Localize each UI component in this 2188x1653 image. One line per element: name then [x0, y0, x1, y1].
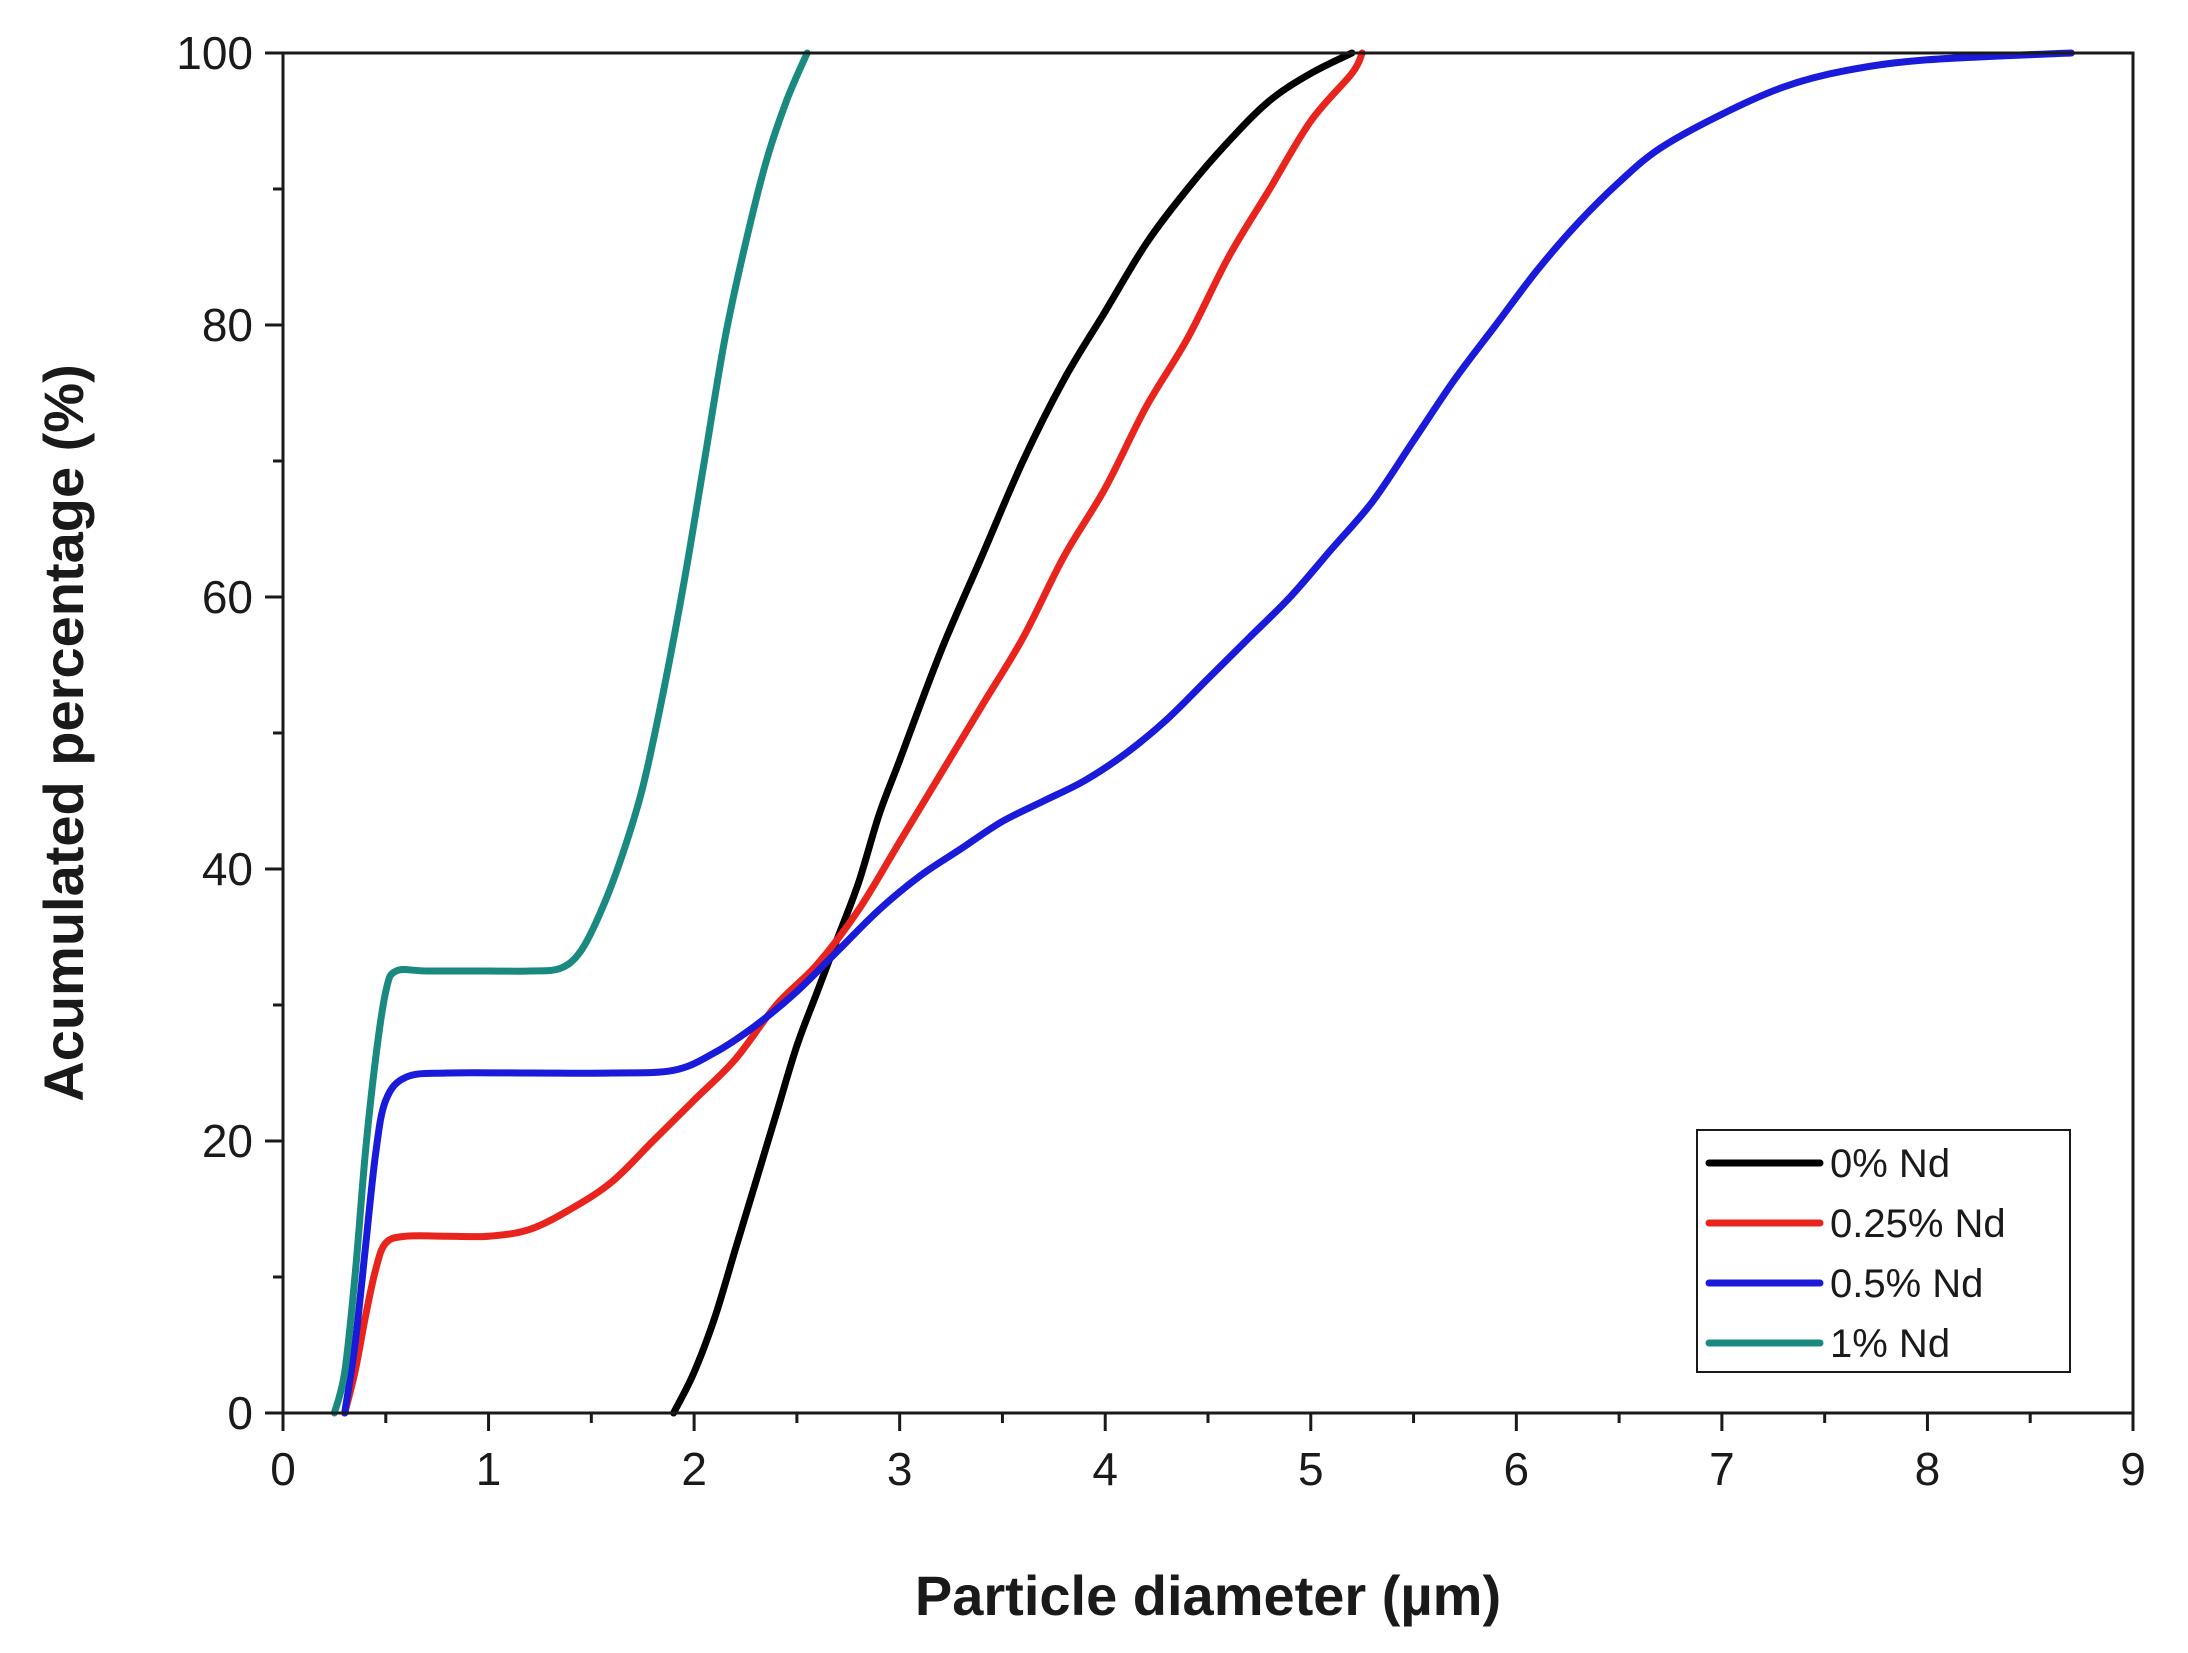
x-tick-label: 3	[887, 1443, 913, 1495]
series-line-3	[330, 49, 811, 1417]
x-axis-title: Particle diameter (µm)	[915, 1564, 1501, 1627]
x-tick-label: 7	[1709, 1443, 1735, 1495]
axes-layer: 0 1 2 3 4 5 6 7 8 9 0 20 40 60 80 100	[176, 27, 2146, 1495]
x-tick-label: 6	[1504, 1443, 1530, 1495]
legend-label: 0.5% Nd	[1830, 1262, 1983, 1306]
x-tick-label: 1	[476, 1443, 502, 1495]
legend-label: 1% Nd	[1830, 1322, 1950, 1366]
y-tick-label: 60	[202, 571, 253, 623]
x-tick-label: 4	[1092, 1443, 1118, 1495]
x-tick-label: 8	[1915, 1443, 1941, 1495]
x-tick-label: 5	[1298, 1443, 1324, 1495]
y-tick-label: 20	[202, 1115, 253, 1167]
series-line-1	[341, 49, 1366, 1417]
x-tick-label: 9	[2120, 1443, 2146, 1495]
series-line-2	[341, 49, 2075, 1417]
legend-label: 0% Nd	[1830, 1142, 1950, 1186]
y-tick-label: 40	[202, 843, 253, 895]
y-axis-title: Acumulated percentage (%)	[32, 364, 95, 1102]
series-layer	[330, 49, 2075, 1417]
y-tick-label: 0	[227, 1387, 253, 1439]
x-tick-label: 0	[270, 1443, 296, 1495]
legend: 0% Nd 0.25% Nd 0.5% Nd 1% Nd	[1696, 1129, 2071, 1373]
x-tick-label: 2	[681, 1443, 707, 1495]
y-tick-label: 100	[176, 27, 253, 79]
legend-label: 0.25% Nd	[1830, 1202, 2006, 1246]
legend-box	[1696, 1129, 2071, 1373]
y-tick-label: 80	[202, 299, 253, 351]
series-line-0	[670, 49, 1356, 1417]
